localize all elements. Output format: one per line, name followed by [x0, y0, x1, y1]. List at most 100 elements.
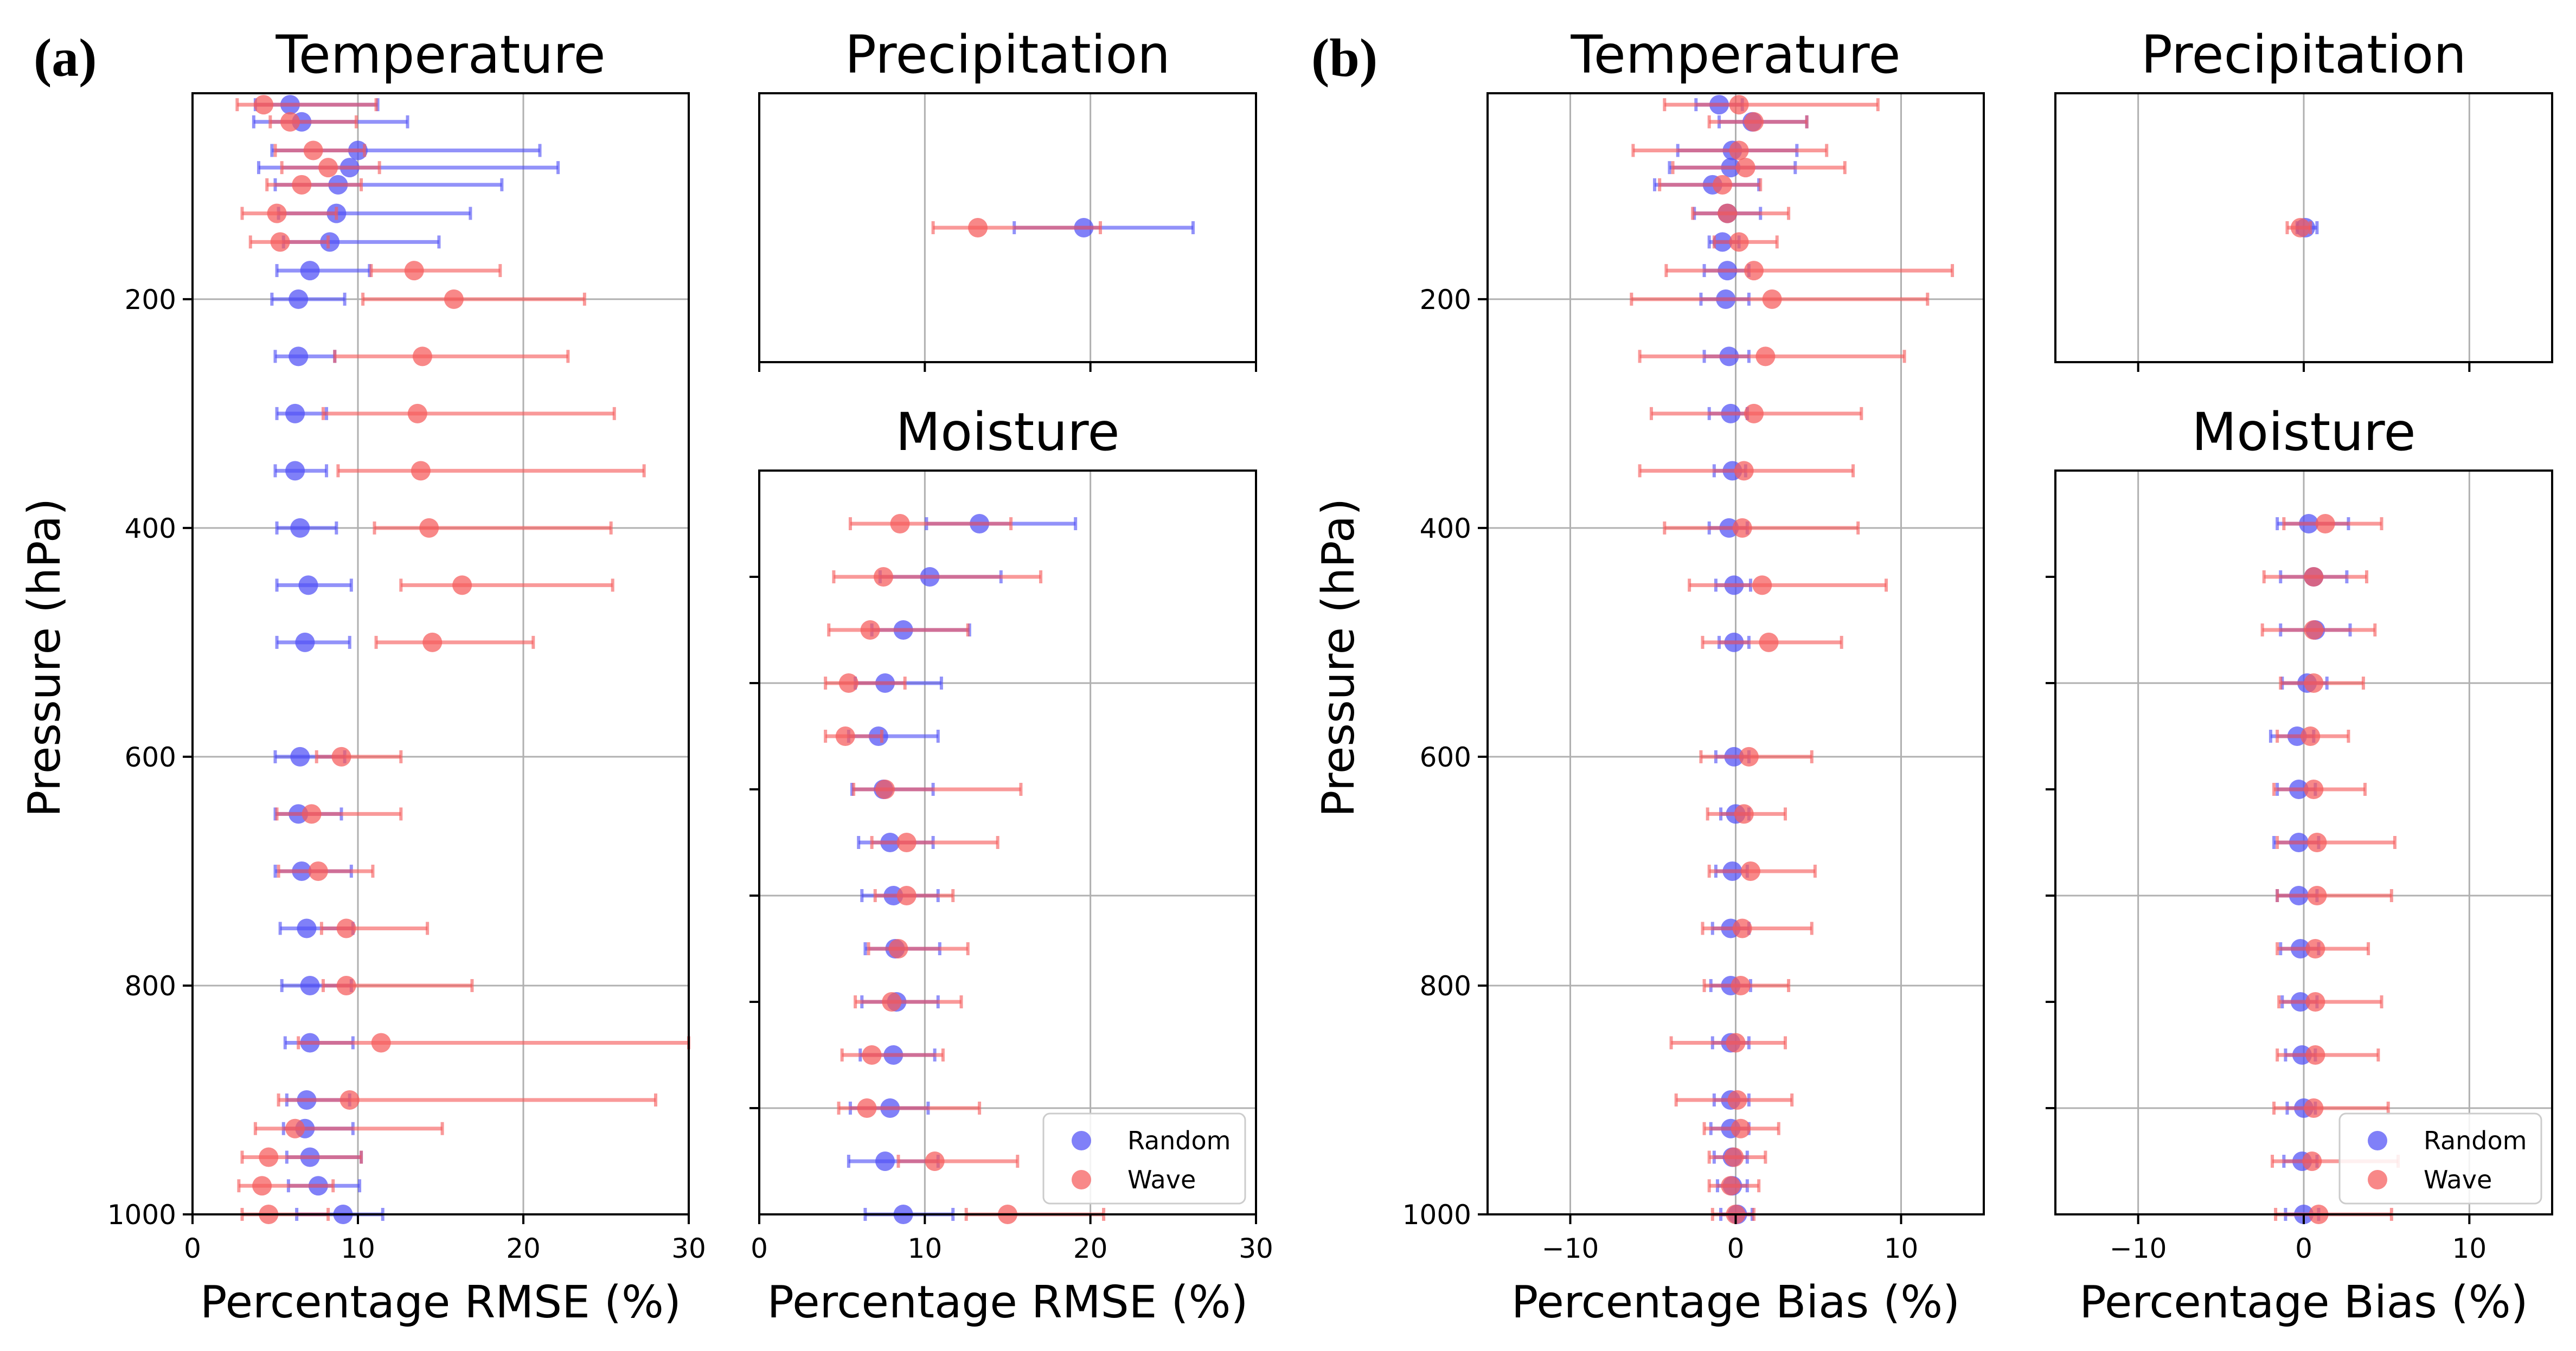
panel-a_temp: 0 10 20 30 200 400 600 800 1000 Temperature Percen… [107, 24, 706, 1328]
legend-label-wave: Wave [2424, 1165, 2492, 1194]
legend-a_moist: Random Wave [1042, 1112, 1246, 1205]
data-point-wave [267, 203, 287, 223]
data-point-random [290, 518, 310, 538]
y-tick-label: 200 [1420, 284, 1471, 316]
x-tick-label: 20 [1073, 1233, 1108, 1264]
data-point-wave [339, 1090, 360, 1110]
legend-marker-wave [2368, 1170, 2387, 1189]
data-point-wave [1752, 575, 1772, 595]
data-point-random [300, 261, 320, 281]
series-wave-b_temp [1630, 95, 1955, 1224]
legend-label-random: Random [2424, 1126, 2527, 1155]
series-random-a_moist [847, 514, 1078, 1224]
legend-label-random: Random [1127, 1126, 1231, 1155]
y-tick-label: 800 [1420, 970, 1471, 1002]
x-tick-label: 10 [908, 1233, 943, 1264]
legend-label-wave: Wave [1127, 1165, 1196, 1194]
data-point-wave [292, 175, 312, 195]
x-tick-label: −10 [1542, 1233, 1599, 1264]
data-point-random [289, 289, 309, 309]
data-point-random [298, 575, 318, 595]
data-point-wave [925, 1151, 945, 1171]
legend-b_moist: Random Wave [2338, 1112, 2542, 1205]
data-point-random [285, 461, 305, 481]
data-point-wave [336, 975, 356, 995]
data-point-wave [2315, 514, 2335, 533]
data-point-wave [857, 1098, 877, 1118]
legend-box [1042, 1112, 1246, 1205]
data-point-wave [336, 918, 356, 938]
data-point-wave [303, 140, 323, 160]
panel-title: Moisture [2191, 402, 2415, 462]
data-point-wave [2305, 992, 2325, 1012]
y-tick-label: 800 [125, 970, 176, 1002]
data-point-random [297, 918, 317, 938]
data-point-random [875, 1151, 895, 1171]
x-tick-label: 10 [2452, 1233, 2487, 1264]
y-tick-label: 400 [1420, 513, 1471, 544]
data-point-random [289, 346, 309, 366]
data-point-wave [1713, 175, 1733, 195]
data-point-wave [1718, 203, 1738, 223]
data-point-wave [419, 518, 439, 538]
data-point-random [285, 403, 305, 423]
axes-frame-a_temp [191, 92, 690, 1215]
data-point-wave [882, 992, 902, 1012]
y-tick-label: 400 [125, 513, 176, 544]
series-random-b_moist [2269, 514, 2352, 1224]
y-tick-label: 600 [1420, 742, 1471, 773]
data-point-wave [252, 1176, 272, 1196]
data-point-wave [2304, 780, 2324, 799]
data-point-wave [2305, 939, 2325, 958]
x-axis-title: Percentage Bias (%) [2079, 1277, 2528, 1328]
legend-marker-random [1072, 1131, 1091, 1150]
data-point-wave [888, 939, 908, 958]
data-point-wave [835, 726, 855, 746]
data-point-wave [874, 567, 893, 587]
panel-title: Temperature [1570, 24, 1900, 85]
data-point-wave [1739, 747, 1759, 767]
data-point-wave [411, 461, 431, 481]
series-wave-a_temp [235, 95, 690, 1224]
panel-label-a: (a) [34, 28, 97, 88]
data-point-wave [280, 112, 300, 132]
data-point-wave [1731, 1118, 1751, 1138]
data-point-wave [1731, 975, 1751, 995]
x-tick-label: −10 [2110, 1233, 2167, 1264]
y-tick-label: 200 [125, 284, 176, 316]
data-point-wave [1744, 403, 1764, 423]
series-wave-a_precip [931, 218, 1102, 237]
data-point-wave [2304, 620, 2324, 640]
pressure-axis-title-b: Pressure (hPa) [1313, 498, 1364, 817]
y-tick-label: 600 [125, 742, 176, 773]
data-point-wave [2304, 673, 2324, 693]
data-point-wave [2305, 1045, 2325, 1065]
data-point-wave [2301, 726, 2321, 746]
data-point-wave [412, 346, 432, 366]
data-point-wave [1724, 1147, 1744, 1167]
data-point-wave [1744, 261, 1764, 281]
data-point-wave [896, 886, 917, 905]
data-point-wave [2307, 833, 2327, 852]
x-tick-label: 30 [671, 1233, 706, 1264]
x-tick-label: 0 [2295, 1233, 2312, 1264]
panel-b_temp: −10 0 10 200 400 600 800 1000 Temperature Percent… [1402, 24, 1985, 1328]
x-axis-title: Percentage Bias (%) [1511, 1277, 1960, 1328]
data-point-wave [1735, 158, 1755, 178]
data-point-random [290, 747, 310, 767]
series-random-a_temp [252, 95, 560, 1224]
data-point-wave [862, 1045, 882, 1065]
data-point-wave [1732, 518, 1752, 538]
data-point-wave [896, 833, 917, 852]
data-point-wave [1759, 632, 1779, 652]
data-point-wave [1740, 861, 1760, 881]
y-tick-label: 1000 [107, 1199, 176, 1231]
series-random-b_temp [1653, 95, 1809, 1224]
legend-box [2338, 1112, 2542, 1205]
data-point-wave [1734, 804, 1754, 824]
x-tick-label: 0 [184, 1233, 201, 1264]
panel-a_moist: 0 10 20 30 Moisture Percentage RMSE (%) Random… [749, 402, 1273, 1328]
data-point-wave [331, 747, 351, 767]
data-point-wave [371, 1033, 391, 1053]
